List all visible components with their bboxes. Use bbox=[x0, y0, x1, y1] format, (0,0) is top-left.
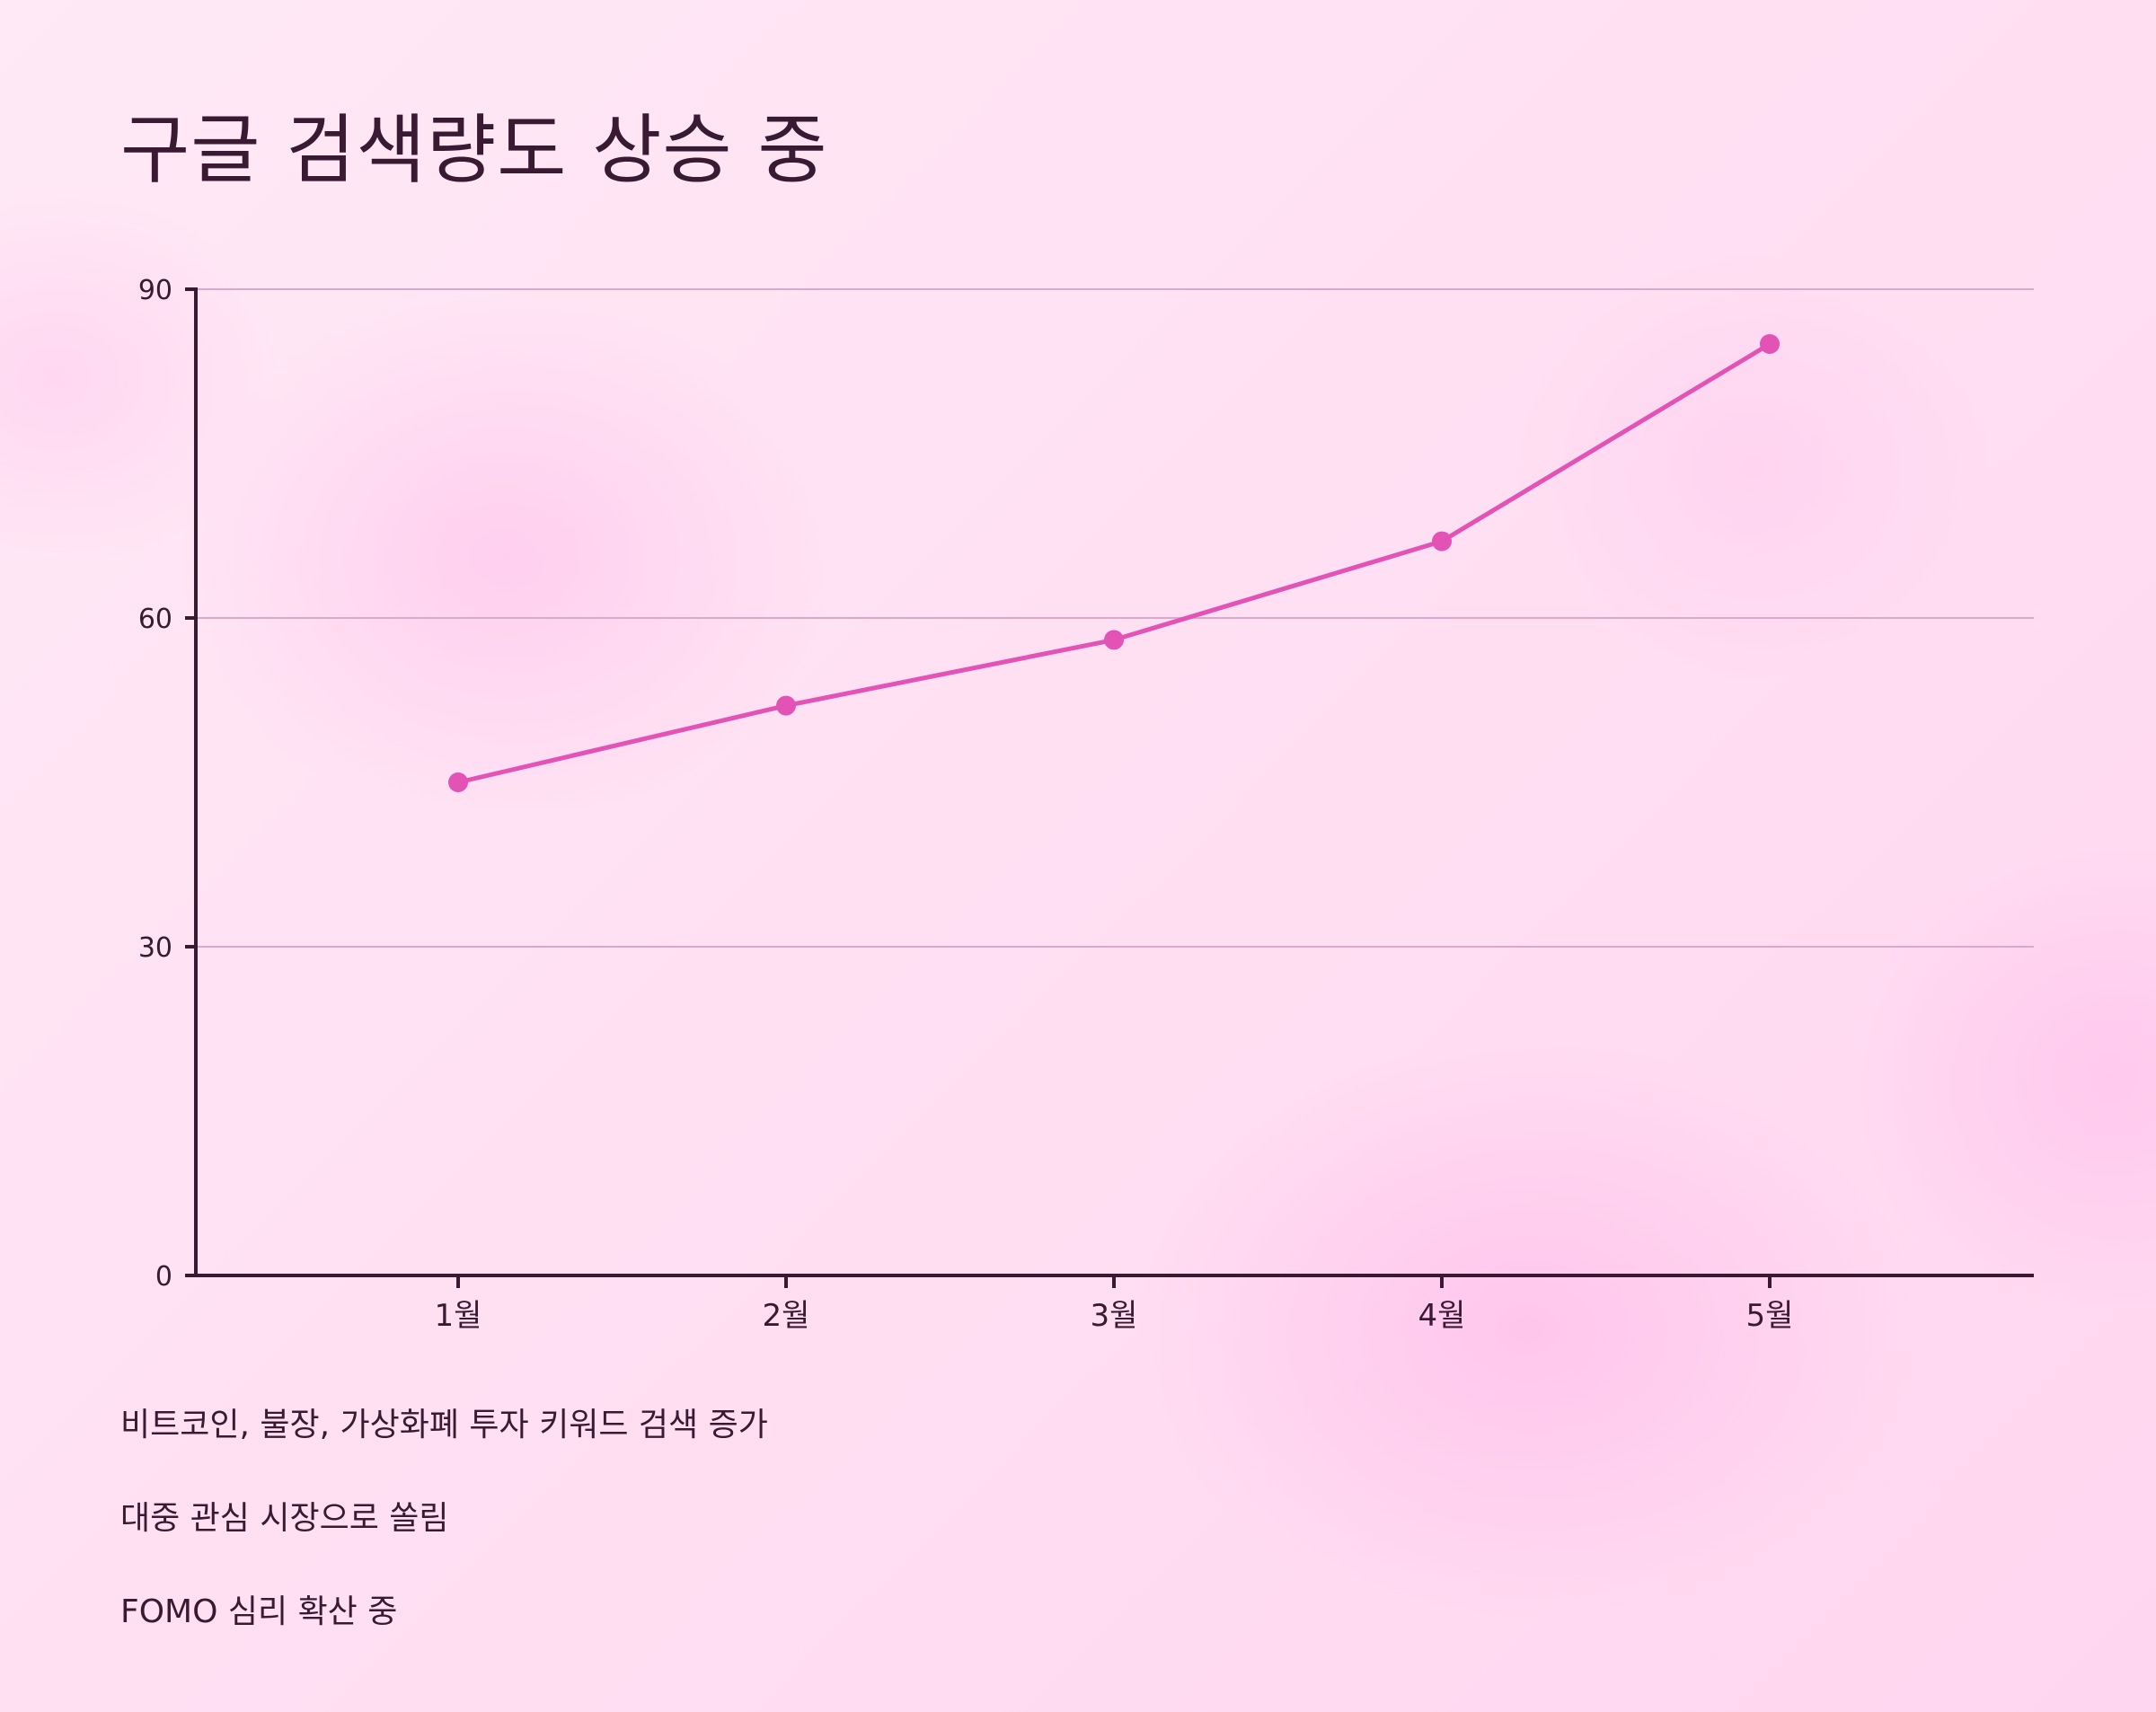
series-line bbox=[455, 341, 1772, 785]
x-tick-label: 2월 bbox=[763, 1298, 810, 1334]
y-ticks: 0 30 60 90 bbox=[138, 275, 196, 1293]
x-tick-label: 5월 bbox=[1746, 1298, 1794, 1334]
y-tick-label: 90 bbox=[138, 275, 172, 306]
axes bbox=[194, 287, 2034, 1277]
data-point bbox=[448, 772, 468, 792]
x-tick-label: 3월 bbox=[1091, 1298, 1138, 1334]
note-item: 비트코인, 불장, 가상화폐 투자 키워드 검색 증가 bbox=[120, 1407, 768, 1443]
chart-title: 구글 검색량도 상승 중 bbox=[120, 106, 828, 194]
data-point bbox=[1432, 531, 1452, 552]
data-point bbox=[1104, 630, 1124, 650]
data-point bbox=[776, 695, 796, 716]
x-ticks: 1월 2월 3월 4월 5월 bbox=[435, 1275, 1794, 1334]
y-tick-label: 60 bbox=[138, 604, 172, 635]
notes-list: 비트코인, 불장, 가상화폐 투자 키워드 검색 증가 대중 관심 시장으로 쏠… bbox=[120, 1379, 768, 1659]
note-item: FOMO 심리 확산 중 bbox=[120, 1593, 398, 1630]
y-tick-label: 30 bbox=[138, 932, 172, 964]
gridlines bbox=[196, 288, 2034, 948]
data-point bbox=[1760, 334, 1780, 354]
y-tick-label: 0 bbox=[155, 1261, 172, 1293]
note-item: 대중 관심 시장으로 쏠림 bbox=[120, 1500, 449, 1537]
x-tick-label: 4월 bbox=[1418, 1298, 1466, 1334]
x-tick-label: 1월 bbox=[435, 1298, 482, 1334]
series bbox=[448, 334, 1780, 792]
